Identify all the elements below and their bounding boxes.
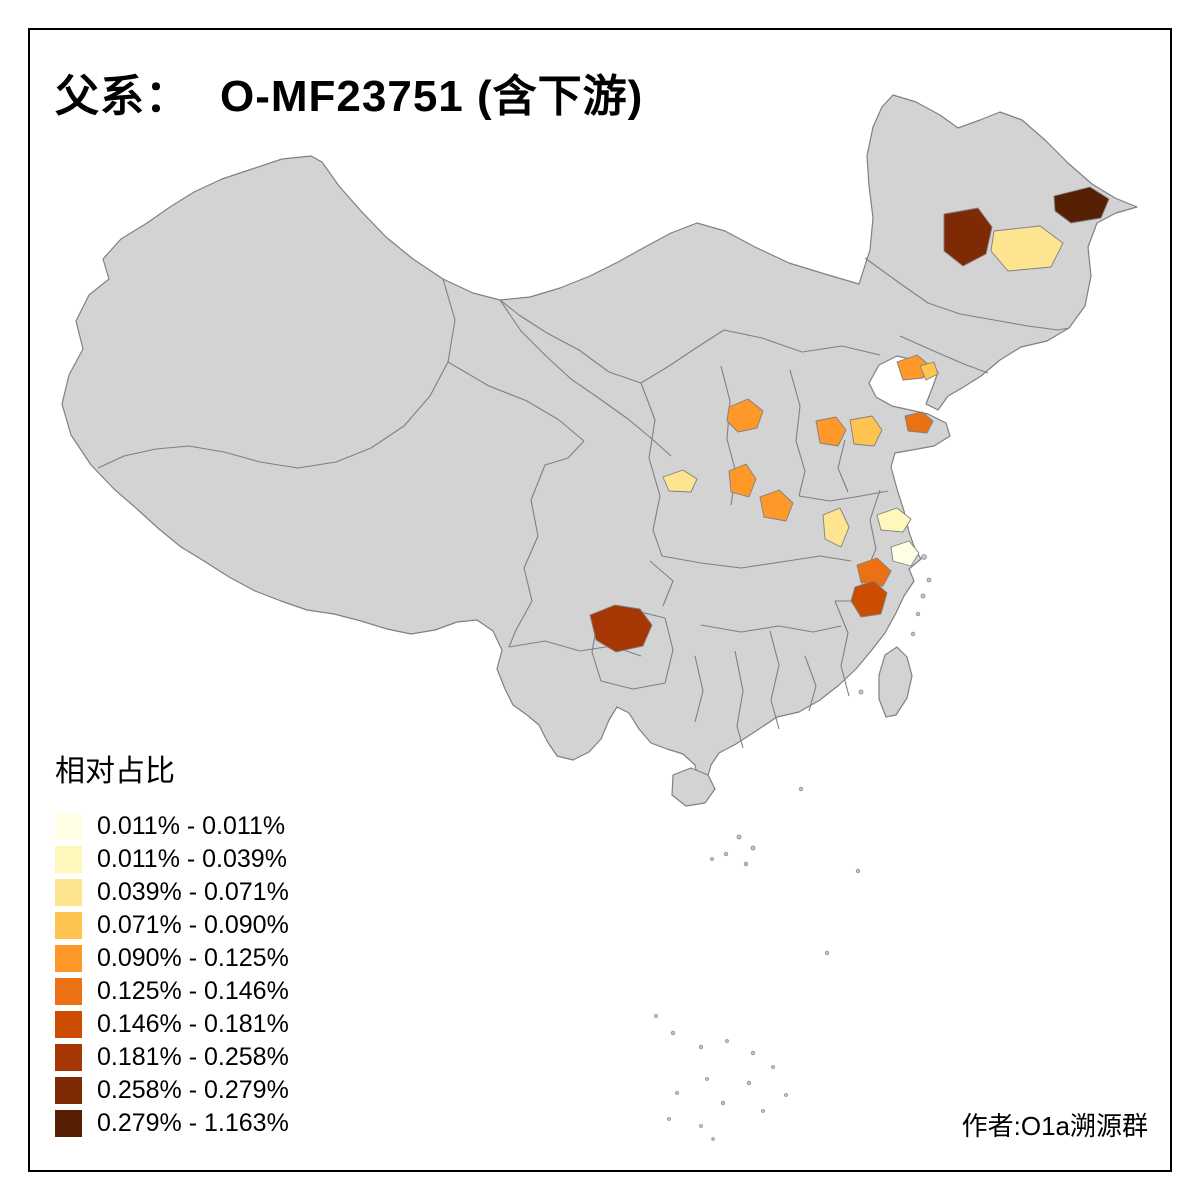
map-region <box>856 557 892 587</box>
legend-row: 0.279% - 1.163% <box>55 1107 289 1140</box>
map-region <box>815 416 847 447</box>
legend-row: 0.071% - 0.090% <box>55 909 289 942</box>
legend-range-label: 0.090% - 0.125% <box>97 944 289 972</box>
map-region <box>904 411 934 434</box>
attribution: 作者:O1a溯源群 <box>961 1111 1148 1141</box>
legend-row: 0.011% - 0.039% <box>55 843 289 876</box>
legend-row: 0.125% - 0.146% <box>55 975 289 1008</box>
legend-row: 0.146% - 0.181% <box>55 1008 289 1041</box>
map-region <box>890 540 920 567</box>
taiwan-island <box>878 646 913 718</box>
map-region <box>919 361 939 381</box>
legend-rows: 0.011% - 0.011% 0.011% - 0.039% 0.039% -… <box>55 810 289 1140</box>
legend-color-swatch <box>55 879 82 906</box>
map-region <box>876 507 912 533</box>
legend-range-label: 0.011% - 0.011% <box>97 812 286 840</box>
province-borders <box>97 257 1070 749</box>
map-region <box>1053 186 1110 224</box>
map-region <box>990 225 1064 272</box>
legend-range-label: 0.146% - 0.181% <box>97 1010 289 1038</box>
title-prefix: 父系： <box>55 72 190 121</box>
legend-color-swatch <box>55 813 82 840</box>
title-haplogroup: O-MF23751 (含下游) <box>220 72 644 121</box>
legend: 相对占比 0.011% - 0.011% 0.011% - 0.039% 0.0… <box>55 746 289 1140</box>
legend-row: 0.181% - 0.258% <box>55 1041 289 1074</box>
map-region <box>850 580 888 618</box>
mainland-group <box>61 94 1138 807</box>
map-region <box>822 507 850 548</box>
hainan-island <box>671 767 716 807</box>
map-region <box>726 398 764 433</box>
legend-row: 0.011% - 0.011% <box>55 810 289 843</box>
legend-color-swatch <box>55 978 82 1005</box>
legend-range-label: 0.181% - 0.258% <box>97 1043 289 1071</box>
page-title: 父系： O-MF23751 (含下游) <box>55 60 643 124</box>
legend-range-label: 0.258% - 0.279% <box>97 1076 289 1104</box>
legend-range-label: 0.071% - 0.090% <box>97 911 289 939</box>
islets-group <box>654 554 932 1141</box>
legend-row: 0.039% - 0.071% <box>55 876 289 909</box>
map-region <box>589 604 653 653</box>
map-region <box>849 415 883 447</box>
highlighted-regions <box>589 186 1110 653</box>
legend-range-label: 0.279% - 1.163% <box>97 1109 289 1137</box>
map-region <box>943 207 993 267</box>
legend-color-swatch <box>55 1110 82 1137</box>
legend-color-swatch <box>55 1011 82 1038</box>
legend-row: 0.258% - 0.279% <box>55 1074 289 1107</box>
legend-color-swatch <box>55 1044 82 1071</box>
legend-color-swatch <box>55 1077 82 1104</box>
legend-range-label: 0.011% - 0.039% <box>97 845 287 873</box>
map-region <box>728 463 757 498</box>
map-region <box>662 469 698 493</box>
legend-color-swatch <box>55 846 82 873</box>
legend-range-label: 0.039% - 0.071% <box>97 878 289 906</box>
legend-row: 0.090% - 0.125% <box>55 942 289 975</box>
legend-range-label: 0.125% - 0.146% <box>97 977 289 1005</box>
legend-color-swatch <box>55 912 82 939</box>
map-region <box>759 489 794 522</box>
legend-title: 相对占比 <box>55 755 175 788</box>
legend-color-swatch <box>55 945 82 972</box>
